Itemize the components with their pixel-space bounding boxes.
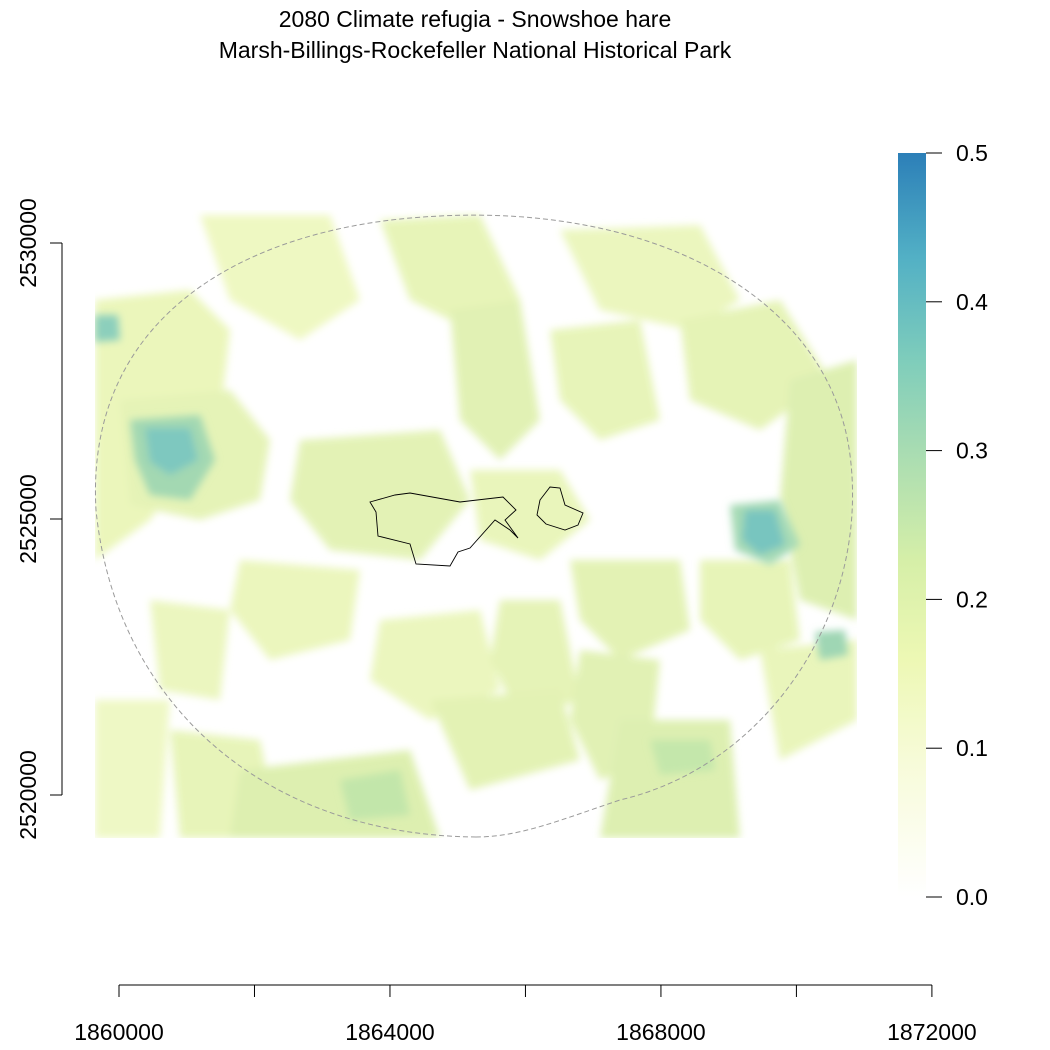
habitat-patch (760, 640, 857, 760)
habitat-patch (780, 360, 857, 620)
legend-color-bar (898, 153, 926, 897)
habitat-patch (570, 560, 690, 660)
habitat-patch (290, 430, 470, 560)
habitat-patch (550, 320, 660, 440)
buffer-boundary (94, 214, 854, 838)
refugia-hotspot (815, 630, 848, 660)
park-boundary-parcel (536, 486, 584, 531)
legend-tick-label: 0.5 (956, 140, 988, 166)
x-tick-label: 1872000 (887, 1019, 977, 1045)
habitat-patch (370, 610, 500, 720)
x-axis: 1860000 1864000 1868000 1872000 (74, 984, 977, 1045)
habitat-patch (430, 690, 580, 790)
y-tick-label: 2525000 (15, 474, 41, 564)
park-boundary (369, 492, 519, 567)
refugia-hotspot (340, 770, 410, 820)
legend-tick-label: 0.2 (956, 586, 988, 612)
refugia-raster (95, 215, 857, 838)
habitat-patch (560, 225, 740, 330)
color-legend: 0.0 0.1 0.2 0.3 0.4 0.5 (898, 140, 988, 910)
legend-tick-label: 0.3 (956, 438, 988, 464)
refugia-hotspot (95, 315, 120, 342)
x-tick-label: 1860000 (74, 1019, 164, 1045)
y-tick-label: 2520000 (15, 750, 41, 840)
y-tick-label: 2530000 (15, 198, 41, 288)
refugia-hotspot (650, 740, 715, 775)
refugia-hotspot (742, 510, 785, 555)
refugia-hotspot (145, 428, 198, 475)
title-block: 2080 Climate refugia - Snowshoe hare Mar… (0, 4, 950, 66)
map-subtitle: Marsh-Billings-Rockefeller National Hist… (218, 37, 732, 63)
habitat-patch (700, 560, 800, 660)
habitat-patch (150, 600, 230, 700)
habitat-patch (95, 700, 170, 838)
habitat-patch (600, 720, 740, 838)
x-tick-label: 1864000 (345, 1019, 435, 1045)
legend-tick-label: 0.4 (956, 289, 988, 315)
map-title: 2080 Climate refugia - Snowshoe hare (278, 6, 672, 32)
legend-tick-label: 0.0 (956, 884, 988, 910)
habitat-patch (230, 560, 360, 660)
y-axis: 2520000 2525000 2530000 (15, 198, 63, 840)
x-tick-label: 1868000 (616, 1019, 706, 1045)
legend-tick-label: 0.1 (956, 735, 988, 761)
habitat-patch (380, 215, 520, 330)
habitat-patch (200, 215, 360, 340)
habitat-patch (470, 470, 590, 560)
habitat-patch (450, 300, 540, 460)
habitat-patch (490, 600, 580, 720)
